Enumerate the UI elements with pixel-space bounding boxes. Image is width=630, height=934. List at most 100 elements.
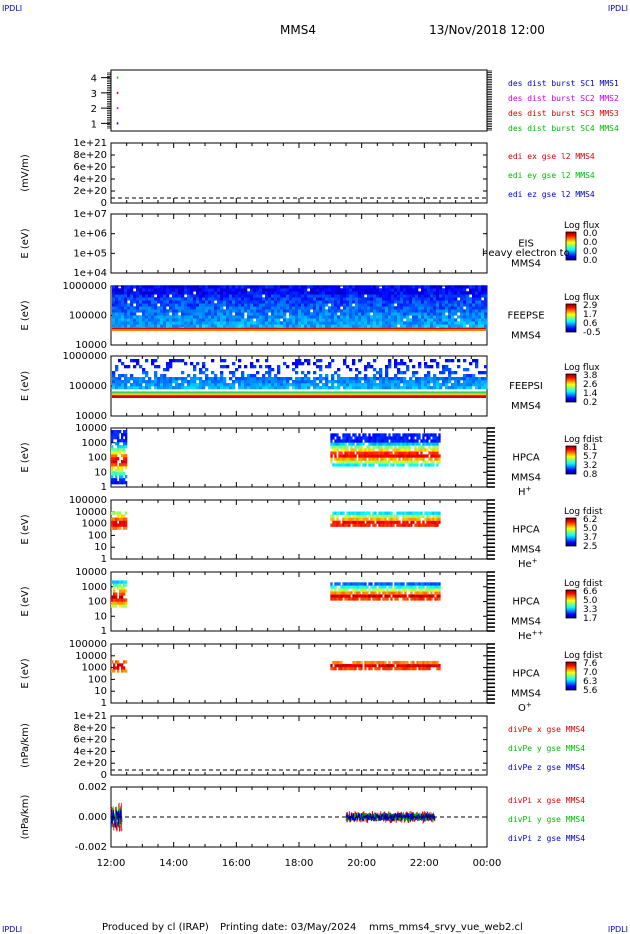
y-tick-label: 1000 <box>82 582 107 593</box>
spectrogram-cell <box>113 430 116 434</box>
spectrogram-cell <box>376 300 380 304</box>
spectrogram-cell <box>121 374 125 378</box>
spectrogram-cell <box>334 442 337 446</box>
spectrogram-cell <box>433 291 437 295</box>
spectrogram-cell <box>420 663 423 668</box>
spectrogram-cell <box>336 448 339 452</box>
spectrogram-cell <box>202 303 206 307</box>
colorbar-tick-label: 3.7 <box>583 533 597 543</box>
spectrogram-cell <box>434 442 437 446</box>
spectrogram-cell <box>414 457 417 461</box>
spectrogram-cell <box>416 597 419 601</box>
spectrogram-cell <box>115 430 118 434</box>
spectrogram-cell <box>160 315 164 319</box>
spectrogram-cell <box>342 439 345 443</box>
spectrogram-cell <box>418 436 421 440</box>
spectrogram-cell <box>119 430 122 434</box>
spectrogram-cell <box>400 324 404 328</box>
spectrogram-cell <box>404 511 407 515</box>
spectrogram-cell <box>451 291 455 295</box>
spectrogram-cell <box>422 582 425 586</box>
spectrogram-cell <box>304 288 308 292</box>
spectrogram-cell <box>115 460 118 464</box>
spectrogram-cell <box>289 288 293 292</box>
spectrogram-cell <box>115 318 119 322</box>
spectrogram-cell <box>265 380 269 384</box>
spectrogram-cell <box>469 306 473 310</box>
spectrogram-cell <box>366 460 369 464</box>
spectrogram-cell <box>400 297 404 301</box>
spectrogram-cell <box>343 359 347 363</box>
spectrogram-cell <box>286 318 290 322</box>
spectrogram-cell <box>424 594 427 598</box>
spectrogram-cell <box>117 583 120 587</box>
spectrogram-cell <box>268 368 272 372</box>
instrument-label: HPCA <box>512 453 540 464</box>
spectrogram-cell <box>348 591 351 595</box>
spectrogram-cell <box>409 300 413 304</box>
spectrogram-cell <box>196 294 200 298</box>
spectrogram-cell <box>350 454 353 458</box>
spectrogram-cell <box>398 660 401 665</box>
spectrogram-cell <box>262 303 266 307</box>
spectrogram-cell <box>397 315 401 319</box>
spectrogram-cell <box>119 448 122 452</box>
spectrogram-cell <box>388 460 391 464</box>
spectrogram-cell <box>253 285 257 289</box>
spectrogram-cell <box>373 386 377 390</box>
spectrogram-cell <box>478 306 482 310</box>
spectrogram-cell <box>298 318 302 322</box>
spectrogram-cell <box>364 660 367 665</box>
spectrogram-cell <box>322 285 326 289</box>
spectrogram-cell <box>111 469 114 473</box>
spectrogram-cell <box>113 586 116 590</box>
spectrogram-cell <box>199 297 203 301</box>
spectrogram-cell <box>379 380 383 384</box>
y-tick-label: 6e+20 <box>73 735 107 746</box>
spectrogram-cell <box>172 318 176 322</box>
spectrogram-cell <box>250 380 254 384</box>
spectrogram-cell <box>398 666 401 671</box>
spectrogram-cell <box>160 324 164 328</box>
spectrogram-cell <box>392 442 395 446</box>
species-charge: ++ <box>532 629 544 637</box>
spectrogram-cell <box>368 442 371 446</box>
spectrogram-cell <box>223 318 227 322</box>
spectrogram-cell <box>271 368 275 372</box>
spectrogram-cell <box>388 365 392 369</box>
spectrogram-cell <box>394 445 397 449</box>
spectrogram-cell <box>193 294 197 298</box>
spectrogram-cell <box>366 517 369 521</box>
spectrogram-cell <box>331 386 335 390</box>
spectrogram-cell <box>119 580 122 584</box>
species-name: H <box>518 487 526 498</box>
spectrogram-cell <box>298 321 302 325</box>
spectrogram-cell <box>481 306 485 310</box>
spectrogram-cell <box>397 386 401 390</box>
spectrogram-cell <box>202 309 206 313</box>
spectrogram-cell <box>368 511 371 515</box>
spectrogram-cell <box>400 454 403 458</box>
spectrogram-cell <box>133 321 137 325</box>
spectrogram-cell <box>364 300 368 304</box>
spectrogram-cell <box>380 663 383 668</box>
spectrogram-cell <box>111 439 114 443</box>
spectrogram-cell <box>265 324 269 328</box>
spectrogram-cell <box>355 309 359 313</box>
spectrogram-cell <box>416 594 419 598</box>
spectrogram-cell <box>286 386 290 390</box>
spectrogram-cell <box>244 297 248 301</box>
spectrogram-cell <box>112 374 116 378</box>
colorbar-tick-label: 0.0 <box>583 256 598 266</box>
spectrogram-cell <box>169 359 173 363</box>
spectrogram-cell <box>301 383 305 387</box>
spectrogram-cell <box>364 433 367 437</box>
spectrogram-cell <box>113 472 116 476</box>
spectrogram-cell <box>376 306 380 310</box>
spectrogram-cell <box>386 463 389 467</box>
spectrogram-cell <box>475 383 479 387</box>
spectrogram-cell <box>181 383 185 387</box>
spectrogram-cell <box>420 451 423 455</box>
spectrogram-cell <box>274 374 278 378</box>
spectrogram-cell <box>418 291 422 295</box>
